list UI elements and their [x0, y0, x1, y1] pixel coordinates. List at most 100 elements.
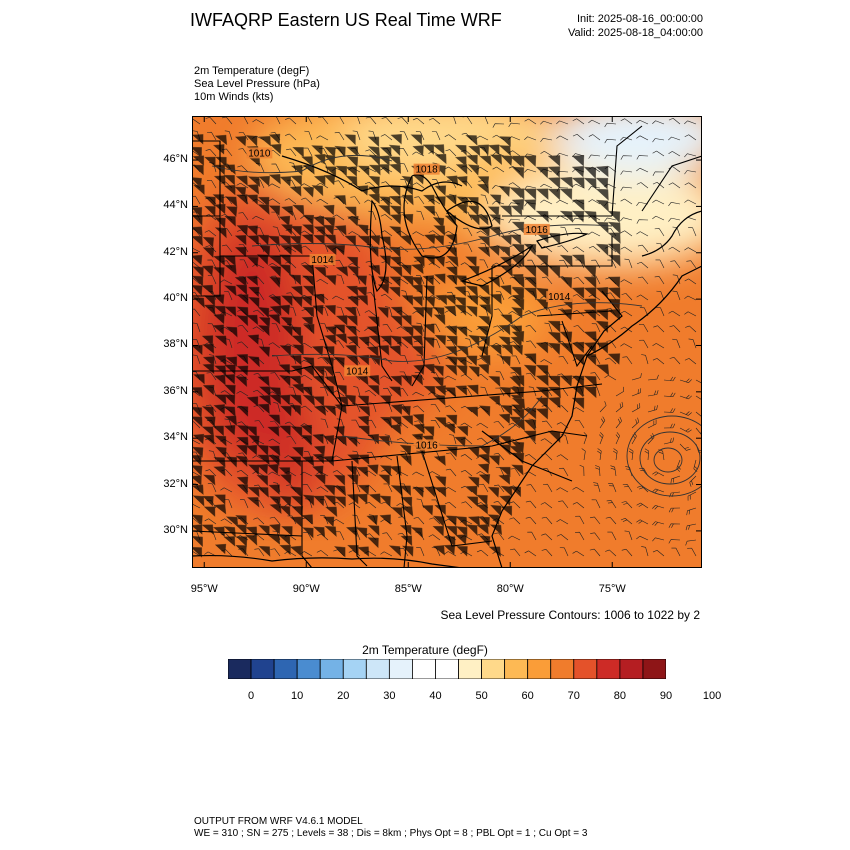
county-boundary [511, 254, 525, 267]
wind-barb [588, 119, 601, 125]
latitude-label: 46°N [163, 153, 188, 166]
county-boundary [215, 543, 227, 555]
colorbar-swatch [435, 659, 459, 679]
wind-barb [254, 420, 265, 429]
wind-barb [687, 491, 697, 501]
wind-barb [639, 339, 649, 349]
wind-barb [597, 448, 602, 461]
wind-barb [236, 390, 249, 397]
county-boundary [421, 306, 433, 318]
county-boundary [511, 397, 526, 410]
county-boundary [571, 287, 585, 299]
county-boundary [292, 204, 305, 216]
county-boundary [201, 335, 214, 346]
county-boundary [535, 374, 549, 387]
wind-barb [429, 517, 441, 525]
wind-barb [205, 469, 217, 477]
county-boundary [422, 275, 434, 286]
county-boundary [192, 387, 203, 398]
county-boundary [224, 415, 237, 426]
wind-barb [620, 517, 633, 525]
county-boundary [607, 308, 621, 321]
wind-barb [492, 166, 505, 173]
county-boundary [334, 225, 347, 236]
county-boundary [335, 266, 349, 277]
county-boundary [559, 254, 573, 267]
county-boundary [547, 188, 561, 201]
wind-barb [320, 418, 329, 429]
county-boundary [279, 264, 291, 276]
contour-label-bg [546, 291, 573, 303]
wind-barb [684, 170, 697, 175]
wind-barb [316, 279, 329, 285]
wind-barb [365, 116, 377, 125]
wind-barb [332, 214, 345, 221]
county-boundary [433, 225, 446, 236]
wind-barb [273, 402, 281, 413]
county-boundary [346, 146, 358, 157]
county-boundary [389, 256, 401, 267]
county-boundary [202, 434, 215, 445]
county-boundary [571, 353, 585, 366]
wind-barb [336, 274, 345, 285]
county-boundary [291, 165, 303, 176]
county-boundary [466, 355, 478, 366]
county-boundary [334, 195, 347, 206]
county-boundary [477, 246, 491, 257]
county-boundary [435, 475, 447, 487]
county-boundary [433, 307, 445, 318]
wind-barb [636, 167, 649, 173]
wind-barb [316, 182, 329, 189]
county-boundary [312, 465, 324, 476]
wind-barb [333, 228, 345, 237]
wind-barb [589, 516, 601, 525]
county-boundary [289, 456, 302, 467]
wind-barb [236, 469, 249, 477]
wind-barb [556, 199, 569, 205]
county-boundary [399, 405, 411, 417]
wind-barb [413, 516, 425, 525]
county-boundary [192, 254, 203, 266]
county-boundary [236, 484, 249, 495]
county-boundary [302, 214, 315, 226]
wind-barb [446, 452, 457, 461]
wind-barb [301, 197, 313, 205]
county-boundary [292, 447, 304, 458]
latitude-label: 44°N [163, 199, 188, 212]
county-boundary [479, 535, 491, 547]
wind-barb [415, 131, 425, 141]
county-boundary [423, 363, 435, 375]
county-boundary [192, 475, 202, 486]
wind-barb [460, 422, 473, 429]
county-boundary [237, 405, 249, 417]
wind-barb [524, 550, 537, 557]
colorbar-label: 0 [247, 690, 255, 702]
county-boundary [455, 156, 467, 167]
wind-barb [524, 310, 537, 317]
wind-barb [588, 199, 601, 205]
wind-barb [270, 548, 281, 557]
county-boundary [281, 526, 293, 537]
county-boundary [390, 306, 403, 317]
county-boundary [202, 236, 215, 248]
county-boundary [192, 514, 203, 526]
wind-barb [672, 274, 681, 285]
wind-barb [207, 259, 217, 269]
wind-barb [542, 483, 553, 493]
county-boundary [511, 408, 525, 421]
county-boundary [444, 215, 457, 226]
wind-barb [638, 323, 649, 333]
county-boundary [399, 485, 411, 496]
wind-barb [628, 448, 634, 461]
wind-barb [412, 471, 425, 477]
county-boundary [401, 275, 414, 287]
county-boundary [279, 544, 291, 555]
county-boundary [223, 394, 236, 405]
county-boundary [345, 344, 357, 356]
county-boundary [289, 486, 302, 498]
wind-barb [593, 482, 601, 493]
county-boundary [511, 221, 525, 234]
wind-barb [652, 537, 665, 542]
county-boundary [214, 335, 227, 346]
county-boundary [422, 144, 435, 155]
